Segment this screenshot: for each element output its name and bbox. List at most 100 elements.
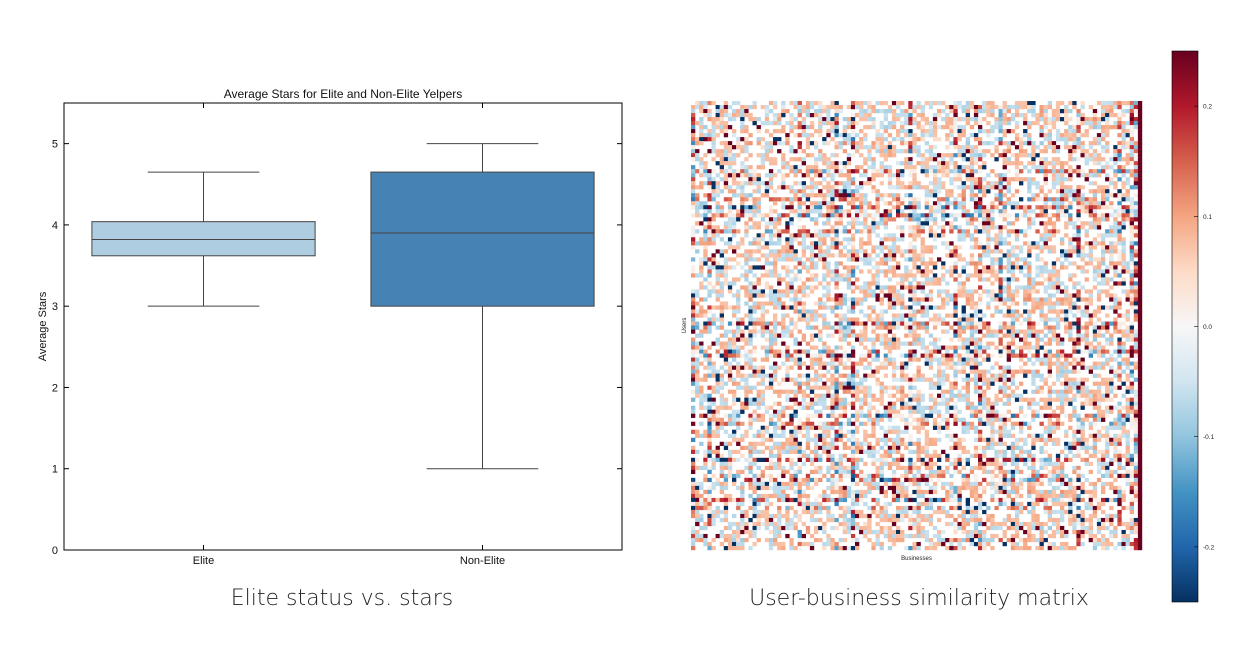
heatmap-cell	[928, 365, 934, 370]
heatmap-cell	[969, 189, 975, 194]
heatmap-cell	[768, 329, 774, 334]
heatmap-cell	[928, 217, 934, 222]
heatmap-cell	[982, 225, 987, 230]
heatmap-cell	[809, 165, 815, 170]
heatmap-cell	[1055, 341, 1061, 346]
heatmap-cell	[1010, 277, 1016, 282]
heatmap-cell	[834, 253, 839, 258]
heatmap-cell	[727, 341, 733, 346]
heatmap-cell	[1137, 273, 1143, 278]
heatmap-cell	[1105, 129, 1110, 134]
heatmap-cell	[1055, 373, 1061, 378]
heatmap-cell	[846, 265, 852, 270]
heatmap-cell	[982, 221, 987, 226]
heatmap-cell	[978, 385, 983, 390]
heatmap-cell	[1137, 217, 1143, 222]
heatmap-cell	[1088, 289, 1093, 294]
heatmap-cell	[1113, 269, 1118, 274]
heatmap-cell	[1023, 333, 1028, 338]
heatmap-cell	[1088, 257, 1093, 262]
heatmap-cell	[1043, 269, 1048, 274]
heatmap-cell	[1117, 197, 1122, 202]
heatmap-cell	[920, 285, 925, 290]
heatmap-cell	[797, 157, 802, 162]
heatmap-cell	[838, 353, 843, 358]
heatmap-cell	[1129, 121, 1134, 126]
heatmap-cell	[695, 325, 700, 330]
heatmap-cell	[699, 109, 704, 114]
heatmap-cell	[1002, 289, 1007, 294]
heatmap-cell	[768, 205, 774, 210]
heatmap-cell	[1137, 209, 1143, 214]
heatmap-cell	[908, 181, 913, 186]
heatmap-cell	[969, 261, 975, 266]
heatmap-cell	[969, 361, 975, 366]
heatmap-cell	[719, 237, 724, 242]
heatmap-cell	[1051, 157, 1057, 162]
heatmap-cell	[1117, 329, 1122, 334]
heatmap-cell	[736, 229, 741, 234]
heatmap-cell	[978, 189, 983, 194]
heatmap-cell	[773, 337, 778, 342]
heatmap-cell	[1043, 113, 1048, 118]
heatmap-cell	[932, 173, 938, 178]
heatmap-cell	[768, 145, 774, 150]
heatmap-cell	[715, 389, 720, 394]
heatmap-cell	[1117, 213, 1122, 218]
heatmap-cell	[785, 229, 790, 234]
heatmap-cell	[744, 377, 749, 382]
heatmap-cell	[990, 201, 995, 206]
heatmap-cell	[748, 337, 753, 342]
heatmap-cell	[957, 361, 962, 366]
heatmap-cell	[998, 309, 1003, 314]
heatmap-cell	[883, 253, 888, 258]
heatmap-cell	[834, 269, 839, 274]
heatmap-cell	[1068, 129, 1073, 134]
heatmap-cell	[818, 209, 823, 214]
heatmap-cell	[732, 377, 737, 382]
heatmap-cell	[1076, 357, 1081, 362]
heatmap-cell	[1113, 293, 1118, 298]
heatmap-cell	[768, 221, 774, 226]
heatmap-cell	[691, 305, 696, 310]
heatmap-cell	[727, 237, 733, 242]
heatmap-cell	[953, 109, 958, 114]
heatmap-cell	[756, 233, 761, 238]
heatmap-cell	[978, 213, 983, 218]
heatmap-cell	[809, 201, 815, 206]
heatmap-cell	[978, 329, 983, 334]
heatmap-cell	[1010, 221, 1016, 226]
heatmap-cell	[1076, 169, 1081, 174]
heatmap-cell	[805, 193, 811, 198]
heatmap-cell	[715, 185, 720, 190]
heatmap-cell	[1043, 353, 1048, 358]
heatmap-cell	[695, 273, 700, 278]
heatmap-cell	[1092, 113, 1098, 118]
heatmap-cell	[1121, 345, 1126, 350]
heatmap-cell	[887, 305, 893, 310]
heatmap-cell	[1043, 193, 1048, 198]
heatmap-cell	[896, 245, 901, 250]
heatmap-cell	[707, 181, 712, 186]
heatmap-cell	[945, 297, 950, 302]
heatmap-cell	[1002, 129, 1007, 134]
heatmap-cell	[990, 297, 995, 302]
heatmap-cell	[863, 281, 868, 286]
heatmap-cell	[973, 353, 979, 358]
heatmap-cell	[1088, 121, 1093, 126]
heatmap-cell	[1055, 333, 1061, 338]
heatmap-cell	[1121, 141, 1126, 146]
heatmap-cell	[1002, 349, 1007, 354]
heatmap-cell	[846, 373, 852, 378]
heatmap-cell	[1084, 385, 1089, 390]
heatmap-cell	[826, 269, 831, 274]
heatmap-cell	[723, 257, 729, 262]
heatmap-cell	[1064, 177, 1069, 182]
heatmap-cell	[1076, 253, 1081, 258]
heatmap-cell	[826, 205, 831, 210]
heatmap-cell	[1133, 289, 1139, 294]
heatmap-cell	[973, 373, 979, 378]
heatmap-cell	[1031, 381, 1036, 386]
heatmap-cell	[883, 357, 888, 362]
